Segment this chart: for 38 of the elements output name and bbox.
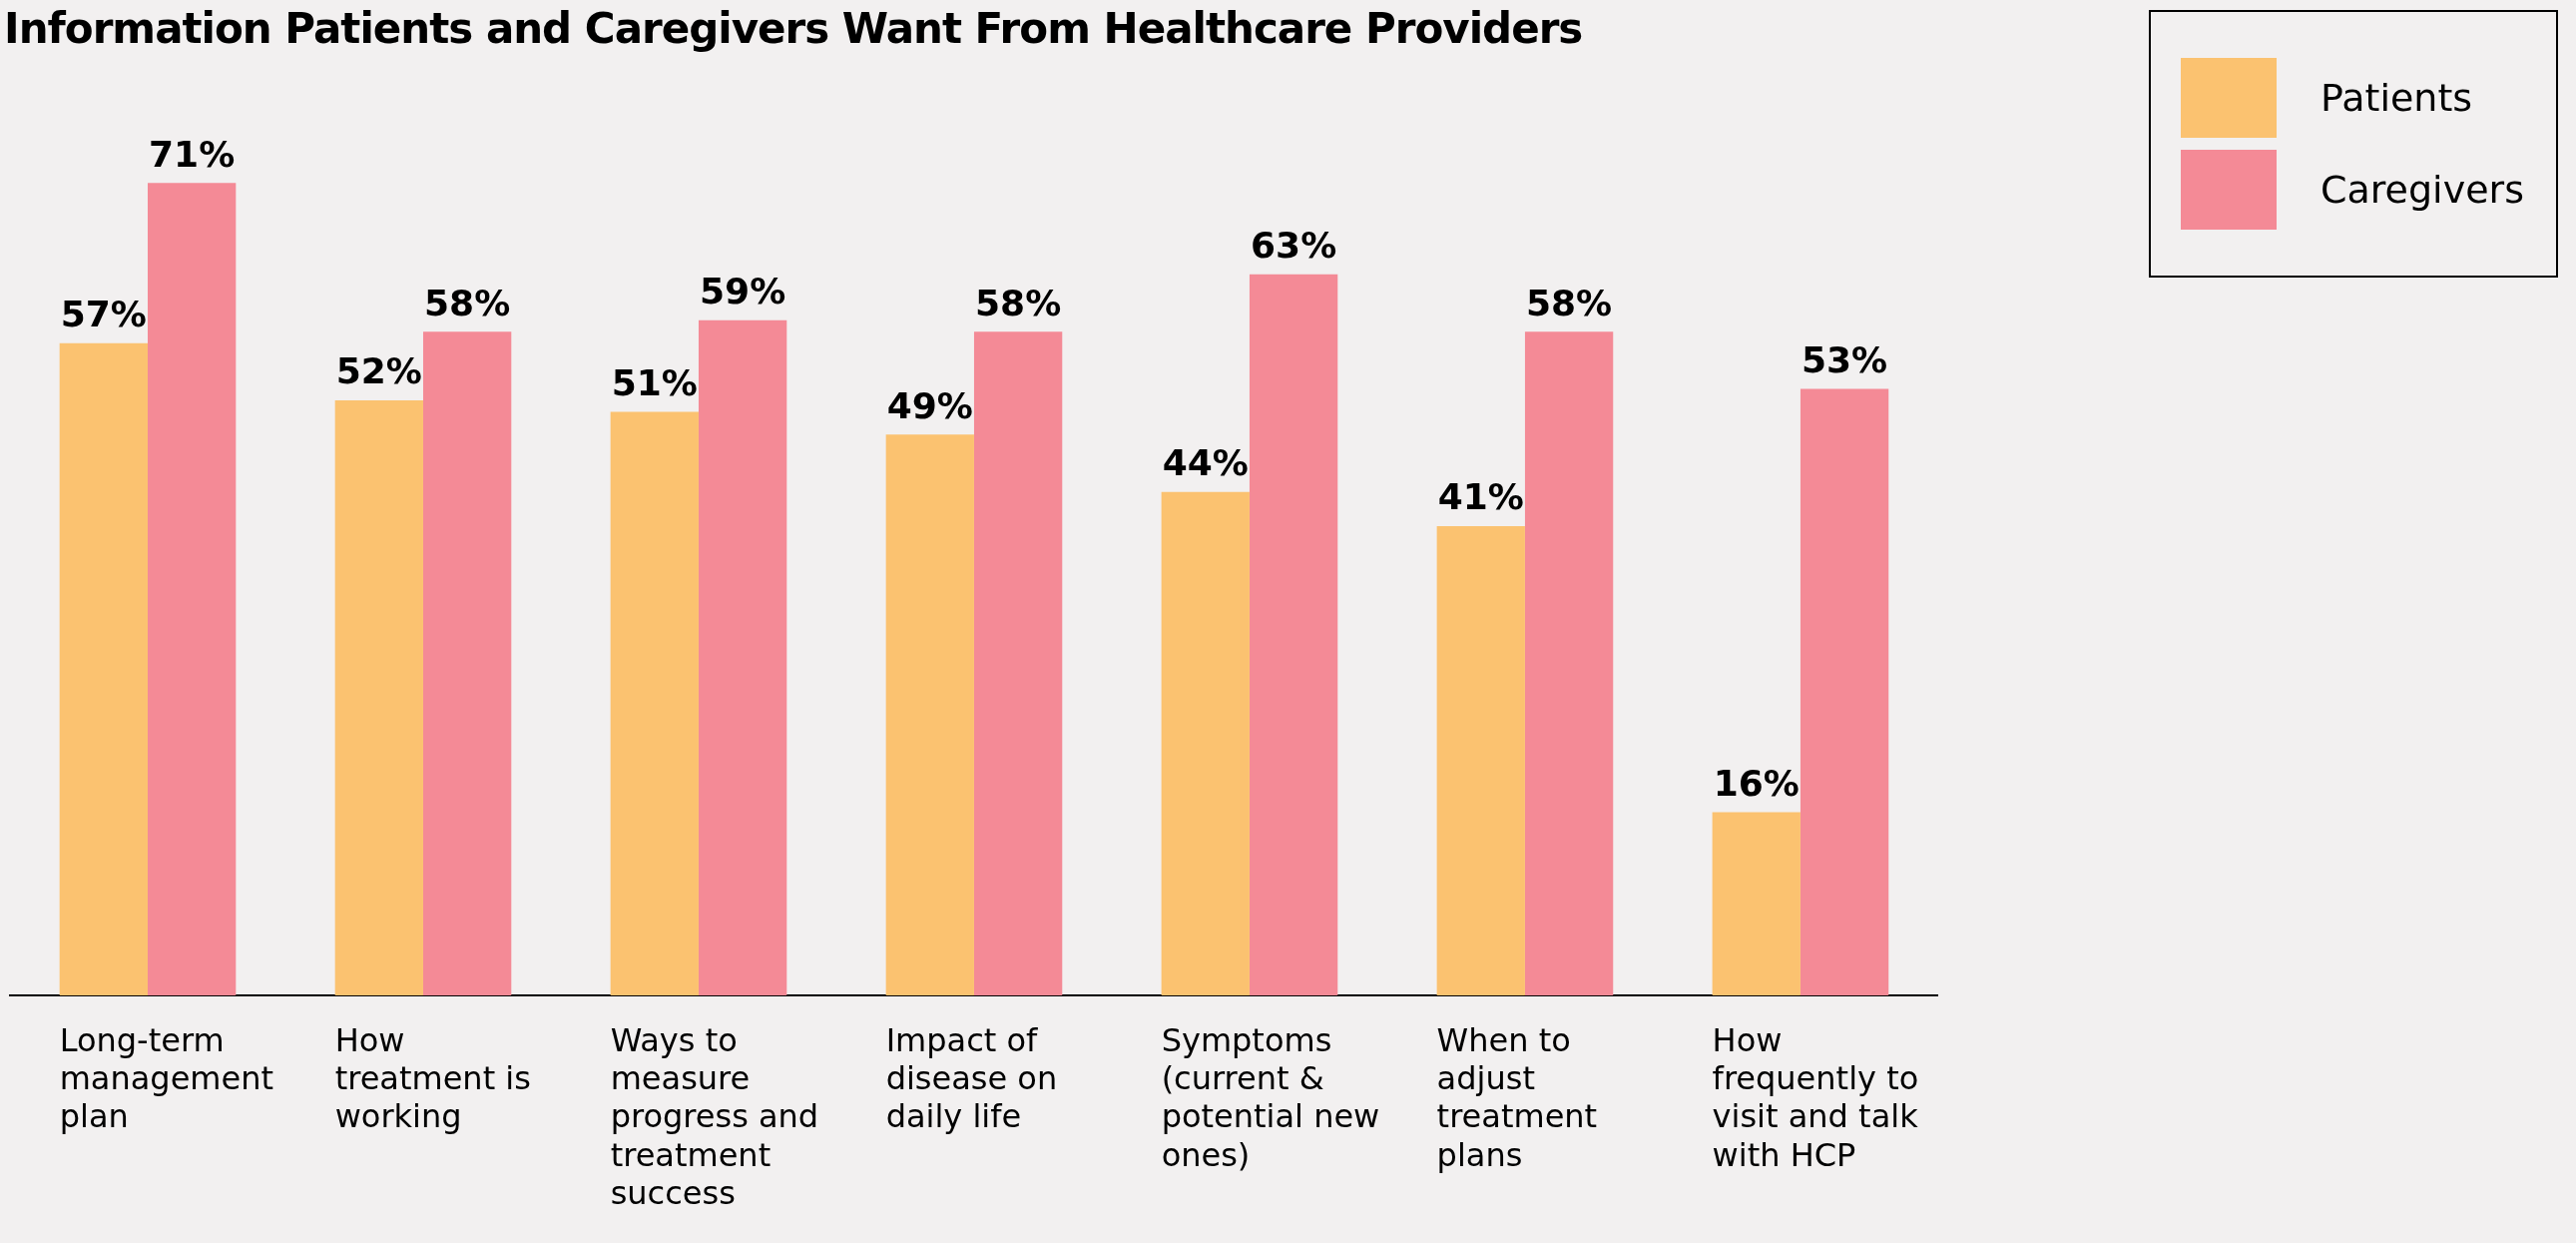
bar	[59, 342, 148, 995]
bar	[885, 434, 974, 995]
x-tick-label: How frequently to visit and talk with HCP	[1712, 1020, 1919, 1174]
bar	[1800, 388, 1889, 995]
data-label: 58%	[1526, 282, 1613, 323]
data-label: 49%	[886, 384, 973, 426]
data-label: 57%	[60, 294, 147, 334]
x-tick-label: Symptoms (current & potential new ones)	[1161, 1020, 1380, 1174]
bar	[1524, 331, 1614, 995]
x-tick-label: Impact of disease on daily life	[885, 1020, 1058, 1136]
data-label: 71%	[149, 133, 236, 175]
bar	[1436, 526, 1525, 995]
bar	[973, 331, 1063, 995]
data-label: 63%	[1251, 225, 1337, 267]
x-tick-label: Ways to measure progress and treatment success	[610, 1020, 819, 1213]
bar	[610, 411, 699, 995]
data-label: 53%	[1802, 338, 1888, 380]
data-label: 41%	[1437, 476, 1524, 518]
data-label: 59%	[700, 271, 786, 312]
data-label: 51%	[611, 361, 698, 403]
data-label: 16%	[1713, 762, 1800, 804]
data-label: 58%	[424, 282, 511, 323]
legend-label: Caregivers	[2320, 168, 2524, 212]
data-label: 52%	[335, 350, 422, 392]
bar	[422, 331, 512, 995]
data-label: 58%	[975, 282, 1062, 323]
x-tick-label: Long-term management plan	[59, 1020, 274, 1136]
bar	[148, 183, 237, 995]
bar	[1161, 491, 1250, 995]
x-tick-label: How treatment is working	[334, 1020, 531, 1136]
bar	[1249, 274, 1338, 995]
bar	[334, 399, 423, 995]
chart-title: Information Patients and Caregivers Want From Healthcare Providers	[4, 4, 1583, 53]
bar	[698, 319, 787, 995]
bar	[1712, 812, 1801, 995]
legend-label: Patients	[2320, 76, 2473, 120]
x-tick-label: When to adjust treatment plans	[1436, 1020, 1598, 1174]
data-label: 44%	[1162, 442, 1249, 484]
